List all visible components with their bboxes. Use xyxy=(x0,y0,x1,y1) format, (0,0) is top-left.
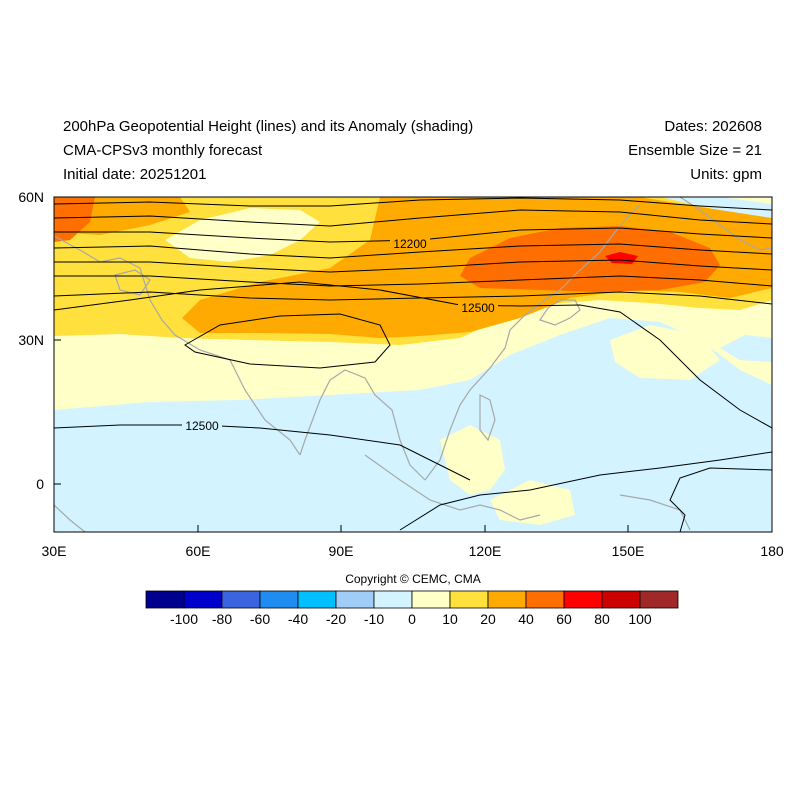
ensemble-label: Ensemble Size = 21 xyxy=(628,142,762,159)
colorbar-label-10: 60 xyxy=(556,611,572,627)
shade-0-10-central-asia xyxy=(165,208,320,262)
coastline-caspian xyxy=(114,269,151,296)
contour-label-bg-1 xyxy=(390,236,430,250)
coastline-philippines xyxy=(479,394,496,442)
dates-label: Dates: 202608 xyxy=(664,118,762,135)
title-line-2: CMA-CPSv3 monthly forecast xyxy=(63,142,263,159)
lon-tick-120e: 120E xyxy=(469,543,502,559)
shade-40-60-west xyxy=(54,197,95,242)
lon-tick-150e: 150E xyxy=(612,543,645,559)
lon-tick-180: 180 xyxy=(760,543,784,559)
contour-line-5 xyxy=(54,259,772,273)
colorbar-box-10 xyxy=(525,590,565,609)
colorbar-label-0: -100 xyxy=(170,611,198,627)
colorbar-labels: -100 -80 -60 -40 -20 -10 0 10 20 40 60 80 100 xyxy=(170,611,652,627)
title-line-3: Initial date: 20251201 xyxy=(63,166,207,183)
coastline-kamchatka xyxy=(679,197,772,251)
units-label: Units: gpm xyxy=(690,166,762,183)
lon-tick-60e: 60E xyxy=(186,543,211,559)
colorbar-box-12 xyxy=(601,590,641,609)
shade-0-10-maritime xyxy=(440,425,505,495)
colorbar-label-2: -60 xyxy=(250,611,270,627)
colorbar-box-7 xyxy=(411,590,451,609)
colorbar-box-3 xyxy=(259,590,299,609)
colorbar-label-11: 80 xyxy=(594,611,610,627)
colorbar-label-8: 20 xyxy=(480,611,496,627)
lat-tick-60n: 60N xyxy=(18,189,44,205)
colorbar-box-1 xyxy=(183,590,223,609)
contour-label-12500-south: 12500 xyxy=(185,419,219,433)
tick-marks xyxy=(53,196,773,532)
lat-tick-30n: 30N xyxy=(18,332,44,348)
coastline-indonesia xyxy=(364,454,541,521)
contour-closed-high xyxy=(184,313,391,369)
colorbar-box-8 xyxy=(449,590,489,609)
contour-12500-south xyxy=(54,424,471,481)
lon-tick-90e: 90E xyxy=(329,543,354,559)
contour-label-group: 12200 12500 12500 xyxy=(182,236,498,433)
colorbar-label-7: 10 xyxy=(442,611,458,627)
colorbar-label-3: -40 xyxy=(288,611,308,627)
contour-line-2 xyxy=(54,209,772,227)
map-frame xyxy=(53,196,773,533)
contour-label-12500-north: 12500 xyxy=(461,301,495,315)
contour-label-bg-2 xyxy=(458,300,498,314)
colorbar-label-12: 100 xyxy=(628,611,652,627)
shade-neg10-0-east xyxy=(720,335,772,362)
colorbar-box-6 xyxy=(373,590,413,609)
contour-line-8 xyxy=(54,281,772,429)
shade-0-10-pacific xyxy=(610,325,720,380)
contour-line-1 xyxy=(54,197,772,211)
colorbar-label-9: 40 xyxy=(518,611,534,627)
coastline-indochina xyxy=(299,369,426,481)
lon-tick-30e: 30E xyxy=(42,543,67,559)
contour-label-bg-3 xyxy=(182,418,222,432)
colorbar xyxy=(145,590,679,609)
coastline-africa xyxy=(54,504,86,532)
contour-line-4 xyxy=(54,243,772,259)
colorbar-label-1: -80 xyxy=(212,611,232,627)
coastlines xyxy=(54,197,772,532)
contour-line-9 xyxy=(399,451,772,531)
shade-40-60-east-asia xyxy=(460,226,720,292)
coastline-east-asia xyxy=(424,204,641,481)
colorbar-box-5 xyxy=(335,590,375,609)
shade-neg10-0-south xyxy=(54,318,772,532)
colorbar-label-6: 0 xyxy=(408,611,416,627)
colorbar-box-4 xyxy=(297,590,337,609)
colorbar-label-4: -20 xyxy=(326,611,346,627)
shade-0-10-java xyxy=(490,480,575,525)
coastline-south-asia-west xyxy=(54,235,301,456)
title-line-1: 200hPa Geopotential Height (lines) and i… xyxy=(63,118,474,135)
axis-labels: 30E 60E 90E 120E 150E 180 60N 30N 0 xyxy=(18,189,784,559)
lat-tick-0: 0 xyxy=(36,476,44,492)
colorbar-box-13 xyxy=(639,590,679,609)
contour-line-10 xyxy=(669,467,772,532)
coastline-new-guinea xyxy=(619,494,691,531)
copyright-text: Copyright © CEMC, CMA xyxy=(345,572,481,586)
contour-label-12200: 12200 xyxy=(393,237,427,251)
colorbar-box-2 xyxy=(221,590,261,609)
colorbar-box-9 xyxy=(487,590,527,609)
colorbar-label-5: -10 xyxy=(364,611,384,627)
contour-line-6 xyxy=(54,275,772,287)
colorbar-box-0 xyxy=(145,590,185,609)
colorbar-box-11 xyxy=(563,590,603,609)
